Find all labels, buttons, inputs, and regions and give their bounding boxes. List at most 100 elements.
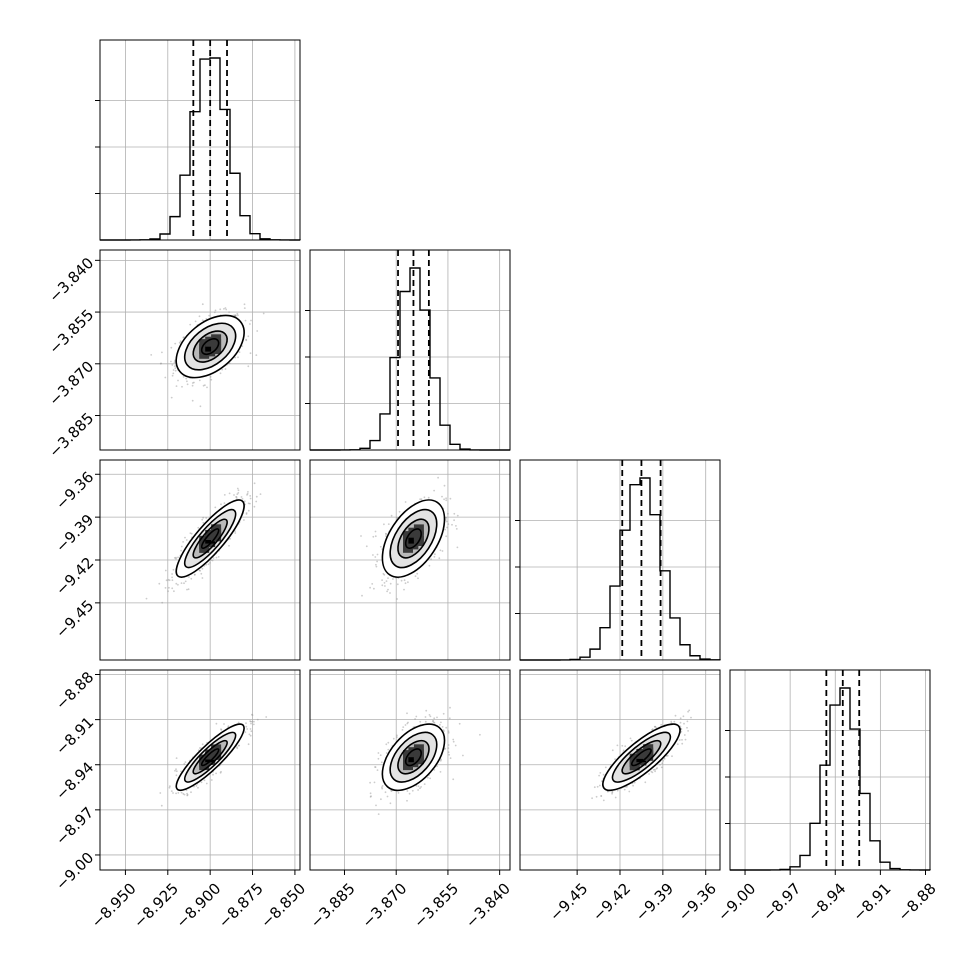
- scatter-point: [660, 766, 663, 769]
- scatter-point: [666, 754, 669, 757]
- x-tick-label: −3.870: [358, 880, 410, 932]
- scatter-point: [654, 770, 656, 773]
- scatter-point: [177, 792, 180, 794]
- scatter-point: [201, 743, 204, 746]
- scatter-point: [369, 796, 372, 798]
- panel-content: [150, 303, 265, 408]
- scatter-point: [447, 744, 450, 746]
- contour-line-1: [192, 739, 228, 775]
- scatter-point: [404, 724, 407, 726]
- scatter-point: [175, 770, 178, 773]
- scatter-point: [234, 356, 237, 359]
- scatter-point: [406, 712, 408, 715]
- scatter-point: [392, 737, 395, 740]
- scatter-point: [373, 781, 376, 784]
- scatter-point: [243, 519, 245, 521]
- scatter-panel-2-3: [519, 669, 721, 871]
- scatter-point: [262, 312, 265, 315]
- scatter-point: [659, 763, 661, 766]
- contour-line-3: [381, 499, 446, 578]
- scatter-point: [449, 706, 451, 709]
- scatter-panel-1-3: [309, 669, 511, 871]
- contour-line-2: [389, 508, 438, 569]
- scatter-point: [205, 517, 208, 519]
- scatter-point: [449, 497, 452, 500]
- scatter-point: [424, 716, 427, 718]
- scatter-point: [190, 791, 192, 794]
- scatter-point: [396, 583, 399, 586]
- scatter-point: [614, 758, 616, 761]
- scatter-point: [380, 761, 383, 764]
- histogram-panel-0: [95, 39, 301, 241]
- scatter-point: [670, 720, 673, 723]
- scatter-point: [437, 476, 439, 479]
- scatter-point: [456, 514, 459, 517]
- scatter-point: [385, 535, 387, 537]
- scatter-point: [436, 765, 438, 768]
- scatter-point: [249, 323, 251, 325]
- x-tick-label: −9.42: [589, 880, 634, 925]
- panel-frame: [99, 249, 301, 451]
- scatter-point: [247, 335, 250, 338]
- scatter-point: [679, 721, 682, 724]
- scatter-point: [233, 314, 236, 317]
- scatter-point: [205, 318, 208, 320]
- scatter-point: [445, 535, 448, 538]
- scatter-point: [436, 716, 438, 719]
- scatter-point: [201, 319, 204, 322]
- scatter-point: [403, 579, 406, 582]
- scatter-point: [433, 555, 436, 558]
- scatter-point: [611, 749, 614, 752]
- scatter-point: [673, 720, 676, 723]
- scatter-point: [223, 494, 226, 496]
- scatter-point: [387, 741, 390, 744]
- scatter-point: [387, 588, 389, 591]
- scatter-point: [224, 307, 227, 309]
- scatter-point: [247, 743, 250, 746]
- scatter-point: [246, 728, 249, 730]
- scatter-point: [369, 586, 371, 589]
- scatter-point: [441, 495, 443, 498]
- scatter-point: [201, 577, 204, 579]
- scatter-point: [223, 502, 226, 504]
- histogram-panel-3: [725, 669, 931, 871]
- scatter-point: [245, 339, 248, 342]
- scatter-point: [624, 745, 627, 748]
- contour-line-0: [200, 528, 220, 550]
- scatter-point: [448, 717, 451, 720]
- scatter-point: [172, 568, 175, 571]
- scatter-point: [678, 739, 681, 741]
- scatter-point: [172, 792, 174, 794]
- scatter-point: [187, 588, 190, 591]
- scatter-point: [219, 372, 222, 375]
- scatter-point: [386, 590, 388, 593]
- scatter-point: [390, 790, 393, 792]
- scatter-point: [654, 768, 656, 771]
- scatter-point: [443, 498, 445, 501]
- scatter-point: [447, 747, 450, 749]
- scatter-point: [174, 769, 176, 772]
- scatter-point: [208, 314, 211, 317]
- contour-line-1: [192, 518, 228, 559]
- scatter-point: [416, 572, 419, 575]
- panel-frame: [309, 669, 511, 871]
- scatter-point: [215, 556, 218, 559]
- scatter-point: [175, 774, 178, 777]
- scatter-point: [440, 758, 442, 761]
- y-tick-label: −8.94: [52, 758, 97, 803]
- scatter-point: [447, 731, 450, 734]
- scatter-point: [445, 520, 448, 523]
- scatter-point: [452, 738, 455, 741]
- scatter-point: [243, 307, 246, 309]
- scatter-point: [172, 372, 175, 375]
- histogram-series-0: [100, 57, 301, 241]
- scatter-point: [688, 709, 691, 712]
- scatter-point: [252, 723, 255, 726]
- scatter-point: [233, 494, 235, 496]
- density-cell: [408, 539, 419, 550]
- x-tick-label: −9.36: [675, 880, 720, 925]
- scatter-point: [224, 368, 227, 370]
- panel-frame: [99, 669, 301, 871]
- x-tick-label: −8.925: [130, 880, 182, 932]
- contour-line-0: [404, 528, 423, 550]
